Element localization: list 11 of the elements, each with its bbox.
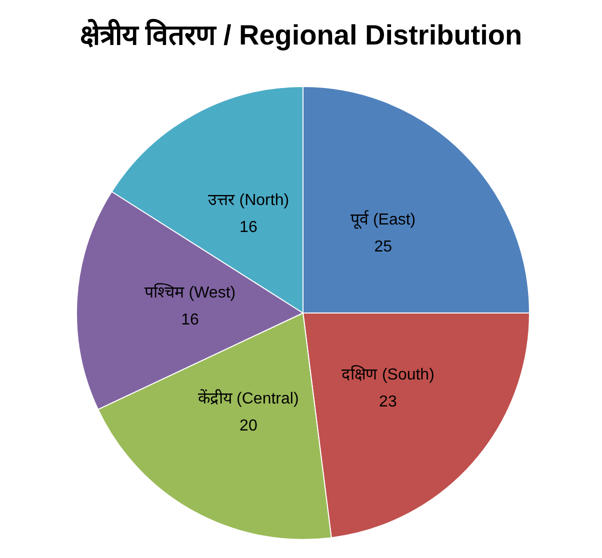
slice-label: उत्तर (North): [208, 192, 290, 210]
slice-label: केंद्रीय (Central): [198, 388, 299, 408]
chart-title: क्षेत्रीय वितरण / Regional Distribution: [80, 18, 522, 51]
slice-label: पश्चिम (West): [144, 282, 236, 302]
slice-label: दक्षिण (South): [341, 364, 434, 384]
data-label: 16: [240, 219, 258, 236]
data-label: 16: [181, 311, 199, 328]
data-label: 25: [374, 238, 392, 256]
slice-label: पूर्व (East): [350, 209, 416, 230]
data-label: 23: [379, 393, 397, 410]
data-label: 20: [240, 418, 258, 435]
